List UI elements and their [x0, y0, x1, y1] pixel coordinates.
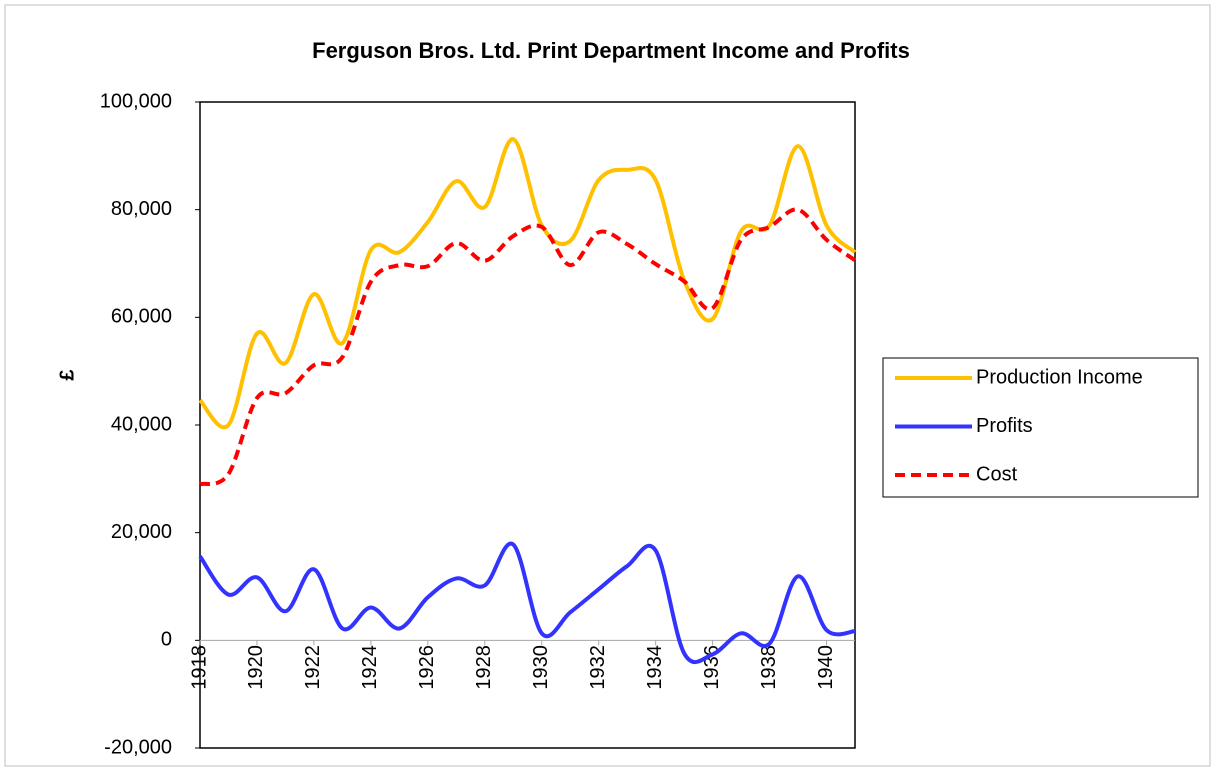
x-tick-label: 1940 [815, 645, 837, 690]
y-tick-label: 60,000 [111, 306, 172, 328]
data-line [198, 137, 857, 430]
x-tick-label: 1924 [359, 645, 381, 690]
data-line [199, 207, 857, 487]
legend-label: Cost [976, 463, 1018, 485]
y-axis-label: £ [56, 369, 78, 380]
y-tick-label: 20,000 [111, 521, 172, 543]
y-tick-label: 0 [161, 629, 172, 651]
x-tick-label: 1930 [530, 645, 552, 690]
y-tick-label: -20,000 [104, 736, 172, 758]
legend-label: Profits [976, 415, 1033, 437]
y-tick-label: 80,000 [111, 198, 172, 220]
x-tick-label: 1922 [302, 645, 324, 690]
y-tick-label: 40,000 [111, 413, 172, 435]
x-tick-label: 1926 [416, 645, 438, 690]
x-tick-label: 1928 [473, 645, 495, 690]
legend-label: Production Income [976, 366, 1143, 388]
y-tick-label: 100,000 [100, 90, 172, 112]
x-tick-label: 1934 [644, 645, 666, 690]
x-tick-label: 1918 [188, 645, 210, 690]
x-tick-label: 1932 [587, 645, 609, 690]
data-line [198, 541, 856, 665]
x-tick-label: 1938 [758, 645, 780, 690]
x-tick-label: 1920 [245, 645, 267, 690]
chart-title: Ferguson Bros. Ltd. Print Department Inc… [312, 38, 910, 63]
